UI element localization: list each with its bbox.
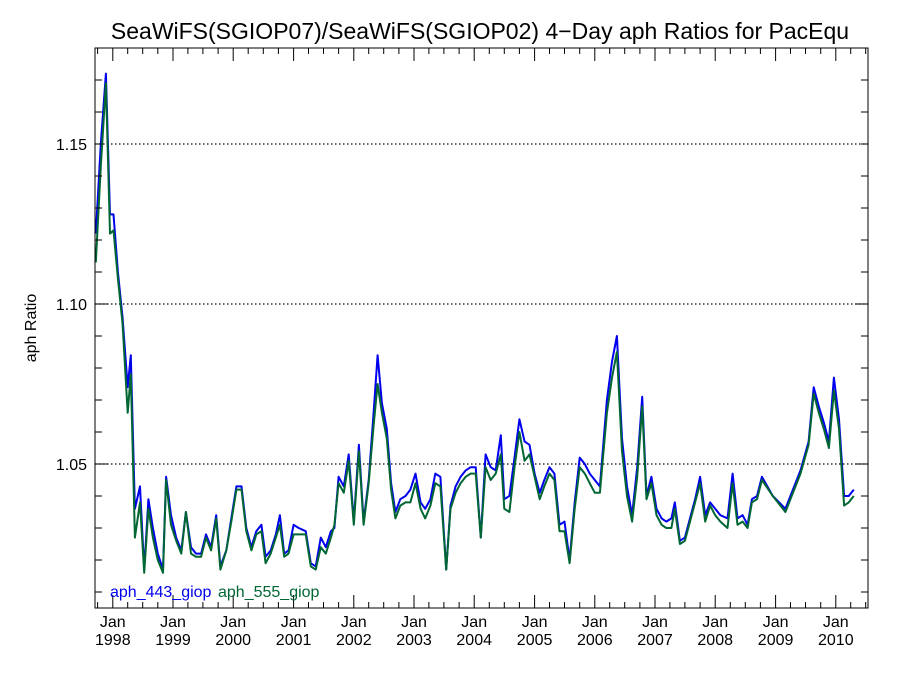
x-tick-label-month: Jan [341,614,367,631]
x-tick-label-year: 1999 [155,632,191,649]
x-tick-label-month: Jan [823,614,849,631]
chart-title: SeaWiFS(SGIOP07)/SeaWiFS(SGIOP02) 4−Day … [111,18,849,44]
x-tick-label-month: Jan [461,614,487,631]
grid-lines [95,143,868,465]
legend-entry-aph-555-giop: aph_555_giop [218,584,320,601]
y-tick-label: 1.10 [56,297,87,314]
x-tick-label-month: Jan [401,614,427,631]
x-tick-label-month: Jan [281,614,307,631]
tick-labels: 1.051.101.15Jan1998Jan1999Jan2000Jan2001… [56,137,854,649]
x-tick-label-year: 2006 [577,632,613,649]
x-tick-label-month: Jan [160,614,186,631]
series-lines [94,72,855,574]
x-tick-label-year: 2002 [336,632,372,649]
x-tick-label-year: 2008 [697,632,733,649]
x-tick-label-month: Jan [522,614,548,631]
legend: aph_443_giop aph_555_giop [110,584,320,601]
x-tick-label-year: 2005 [517,632,553,649]
x-tick-label-month: Jan [642,614,668,631]
x-tick-label-month: Jan [763,614,789,631]
y-tick-label: 1.05 [56,457,87,474]
x-tick-label-year: 1998 [95,632,131,649]
x-tick-label-month: Jan [582,614,608,631]
x-tick-label-year: 2009 [758,632,794,649]
y-tick-label: 1.15 [56,137,87,154]
x-tick-label-year: 2004 [456,632,492,649]
x-tick-label-year: 2001 [276,632,312,649]
y-axis-label: aph Ratio [23,294,40,363]
legend-entry-aph-443-giop: aph_443_giop [110,584,212,601]
plot-frame-and-ticks [94,47,869,609]
series-line-aph-555-giop [94,82,855,574]
plot-frame [94,47,869,609]
x-tick-label-month: Jan [100,614,126,631]
x-tick-label-month: Jan [220,614,246,631]
x-tick-label-year: 2010 [818,632,854,649]
x-tick-label-year: 2007 [637,632,673,649]
x-tick-label-year: 2000 [215,632,251,649]
x-tick-label-month: Jan [702,614,728,631]
x-tick-label-year: 2003 [396,632,432,649]
